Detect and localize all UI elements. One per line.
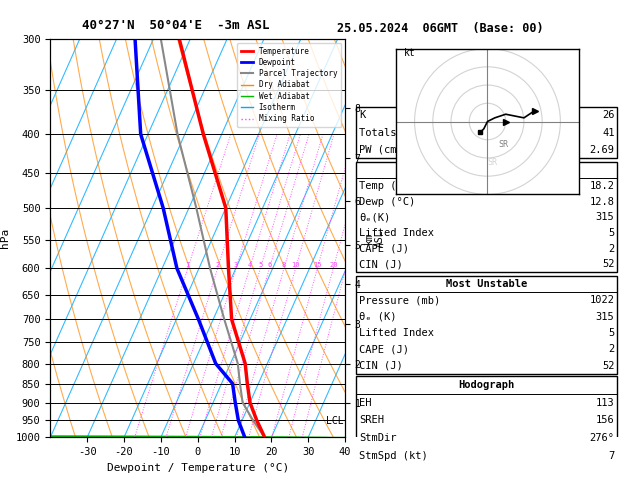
Text: 25.05.2024  06GMT  (Base: 00): 25.05.2024 06GMT (Base: 00) <box>337 22 543 35</box>
Text: Temp (°C): Temp (°C) <box>359 181 415 191</box>
Text: StmDir: StmDir <box>359 434 396 443</box>
Text: Most Unstable: Most Unstable <box>446 279 527 289</box>
Text: 26: 26 <box>602 110 615 120</box>
Text: EH: EH <box>359 398 371 408</box>
Text: StmSpd (kt): StmSpd (kt) <box>359 451 428 461</box>
Text: 113: 113 <box>596 398 615 408</box>
Text: 8: 8 <box>282 262 286 268</box>
Text: Dewp (°C): Dewp (°C) <box>359 196 415 207</box>
Text: 2: 2 <box>608 344 615 354</box>
Text: 3: 3 <box>234 262 238 268</box>
Text: 52: 52 <box>602 259 615 269</box>
Text: 20: 20 <box>329 262 338 268</box>
Text: 10: 10 <box>291 262 300 268</box>
Text: kt: kt <box>404 48 415 58</box>
FancyBboxPatch shape <box>356 376 617 465</box>
Text: Pressure (mb): Pressure (mb) <box>359 295 440 305</box>
Text: 2: 2 <box>608 243 615 254</box>
X-axis label: Dewpoint / Temperature (°C): Dewpoint / Temperature (°C) <box>106 463 289 473</box>
Text: CAPE (J): CAPE (J) <box>359 344 409 354</box>
Text: 2.69: 2.69 <box>589 145 615 155</box>
Text: PW (cm): PW (cm) <box>359 145 403 155</box>
Text: 315: 315 <box>596 312 615 322</box>
Text: SR: SR <box>498 140 508 149</box>
Text: Totals Totals: Totals Totals <box>359 127 440 138</box>
Text: 7: 7 <box>608 451 615 461</box>
Legend: Temperature, Dewpoint, Parcel Trajectory, Dry Adiabat, Wet Adiabat, Isotherm, Mi: Temperature, Dewpoint, Parcel Trajectory… <box>237 43 341 127</box>
Y-axis label: hPa: hPa <box>0 228 10 248</box>
Y-axis label: km
ASL: km ASL <box>364 229 385 247</box>
Text: 18.2: 18.2 <box>589 181 615 191</box>
Text: 15: 15 <box>313 262 321 268</box>
Text: 52: 52 <box>602 361 615 370</box>
Text: 5: 5 <box>608 328 615 338</box>
Text: SR: SR <box>487 158 498 167</box>
Text: 1: 1 <box>186 262 190 268</box>
Text: Hodograph: Hodograph <box>459 380 515 390</box>
Text: CIN (J): CIN (J) <box>359 259 403 269</box>
Text: 1022: 1022 <box>589 295 615 305</box>
Text: 5: 5 <box>608 228 615 238</box>
Text: Lifted Index: Lifted Index <box>359 228 434 238</box>
Text: Surface: Surface <box>465 165 509 175</box>
Text: 156: 156 <box>596 416 615 425</box>
Text: 4: 4 <box>247 262 252 268</box>
Text: 12.8: 12.8 <box>589 196 615 207</box>
Text: 40°27'N  50°04'E  -3m ASL: 40°27'N 50°04'E -3m ASL <box>82 19 270 33</box>
Text: CAPE (J): CAPE (J) <box>359 243 409 254</box>
FancyBboxPatch shape <box>356 162 617 272</box>
Text: 2: 2 <box>216 262 220 268</box>
Text: θₑ(K): θₑ(K) <box>359 212 390 222</box>
Text: 315: 315 <box>596 212 615 222</box>
FancyBboxPatch shape <box>356 106 617 158</box>
Text: 5: 5 <box>259 262 262 268</box>
Text: SREH: SREH <box>359 416 384 425</box>
FancyBboxPatch shape <box>356 276 617 374</box>
Text: 276°: 276° <box>589 434 615 443</box>
Text: 41: 41 <box>602 127 615 138</box>
Text: θₑ (K): θₑ (K) <box>359 312 396 322</box>
Text: K: K <box>359 110 365 120</box>
Text: 6: 6 <box>267 262 272 268</box>
Text: LCL: LCL <box>326 416 343 426</box>
Text: Lifted Index: Lifted Index <box>359 328 434 338</box>
Text: CIN (J): CIN (J) <box>359 361 403 370</box>
